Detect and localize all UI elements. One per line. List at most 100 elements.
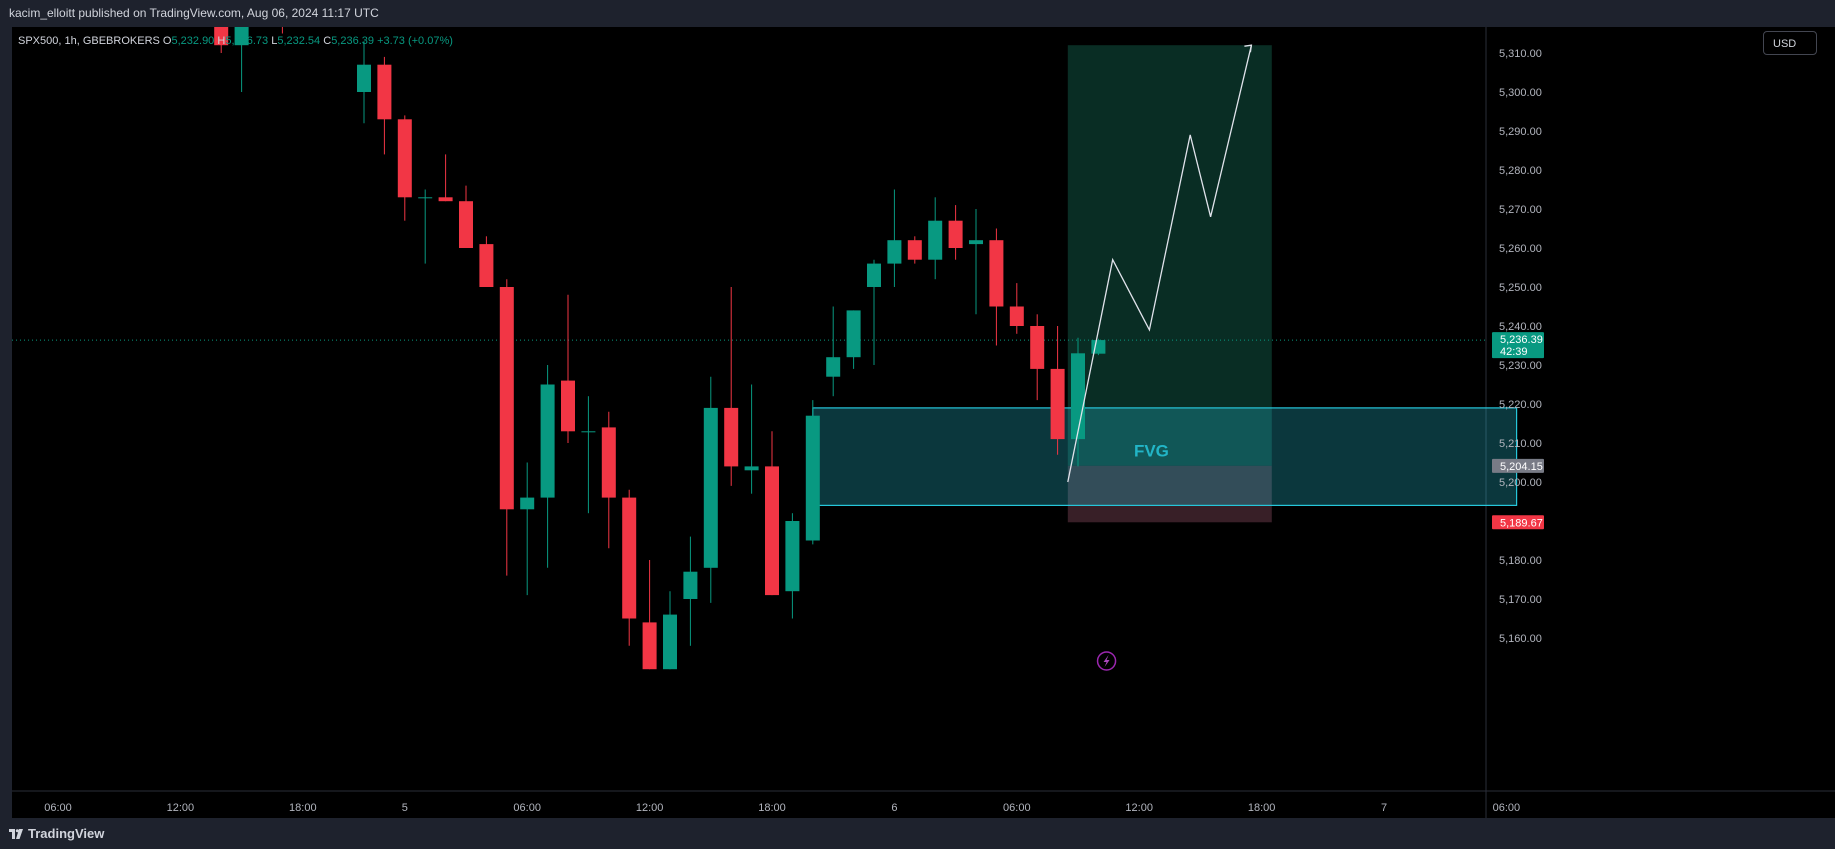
candle-body <box>520 497 535 510</box>
current-price-tag <box>1492 332 1544 359</box>
price-tick-label: 5,210.00 <box>1499 438 1542 450</box>
candle-body <box>540 384 555 498</box>
price-tick-label: 5,290.00 <box>1499 126 1542 138</box>
candle-body <box>234 27 249 46</box>
candle-body <box>744 466 759 471</box>
publish-info: kacim_elloitt published on TradingView.c… <box>9 6 379 20</box>
legend-high-label: H <box>217 35 226 47</box>
candle-body <box>703 407 718 568</box>
price-tick-label: 5,260.00 <box>1499 243 1542 255</box>
current-price-label: 5,236.39 <box>1500 334 1543 346</box>
time-tick-label: 06:00 <box>1003 802 1031 814</box>
candle-body <box>969 240 983 245</box>
candle-body <box>418 197 433 199</box>
candle-body <box>601 427 616 498</box>
candle-body <box>1030 326 1045 369</box>
candle-body <box>499 287 514 510</box>
candle-body <box>459 201 473 248</box>
candle-body <box>1071 353 1085 440</box>
candle-body <box>214 27 229 46</box>
price-tick-label: 5,200.00 <box>1499 477 1542 489</box>
candle-body <box>989 240 1004 307</box>
price-tick-label: 5,180.00 <box>1499 555 1542 567</box>
stop-price-tag <box>1492 515 1544 530</box>
entry-price-label: 5,204.15 <box>1500 461 1543 473</box>
candlestick-chart[interactable]: FVG5,160.005,170.005,180.005,190.005,200… <box>12 27 1835 818</box>
candle-body <box>887 240 902 264</box>
candle-body <box>683 571 698 599</box>
legend-open-value: 5,232.90 <box>171 35 215 47</box>
tradingview-brand[interactable]: TradingView <box>9 826 104 841</box>
footer-bar: TradingView <box>0 818 1835 849</box>
price-tick-label: 5,170.00 <box>1499 594 1542 606</box>
time-tick-label: 12:00 <box>167 802 195 814</box>
candle-body <box>867 263 881 287</box>
candle-body <box>785 521 800 592</box>
time-tick-label: 18:00 <box>758 802 786 814</box>
candle-body <box>397 119 412 198</box>
legend-close-value: 5,236.39 <box>331 35 375 47</box>
time-tick-label: 12:00 <box>1125 802 1153 814</box>
time-tick-label: 5 <box>402 802 408 814</box>
lightning-icon <box>1096 651 1117 671</box>
time-tick-label: 06:00 <box>1493 802 1521 814</box>
legend-symbol: SPX500, 1h, GBEBROKERS <box>18 35 160 47</box>
candle-body <box>907 240 922 260</box>
time-tick-label: 12:00 <box>636 802 664 814</box>
candle-body <box>663 614 677 670</box>
time-tick-label: 18:00 <box>1248 802 1276 814</box>
candle-body <box>826 357 841 377</box>
candle-body <box>479 244 494 287</box>
lightning-bolt <box>1103 655 1110 667</box>
entry-price-tag <box>1492 458 1544 473</box>
price-tick-label: 5,220.00 <box>1499 399 1542 411</box>
candle-body <box>724 407 739 467</box>
candle-body <box>642 622 657 670</box>
position-stop-zone <box>1067 465 1272 523</box>
price-tick-label: 5,280.00 <box>1499 165 1542 177</box>
legend-close-label: C <box>323 35 332 47</box>
time-tick-label: 7 <box>1381 802 1387 814</box>
candle-body <box>561 380 575 432</box>
publish-header: kacim_elloitt published on TradingView.c… <box>0 0 1835 27</box>
candle-body <box>846 310 861 358</box>
candle-body <box>622 497 637 619</box>
candle-body <box>928 220 943 260</box>
price-tick-label: 5,240.00 <box>1499 321 1542 333</box>
legend-low-value: 5,232.54 <box>277 35 321 47</box>
position-target-zone <box>1067 45 1272 466</box>
time-tick-label: 06:00 <box>44 802 72 814</box>
price-tick-label: 5,160.00 <box>1499 633 1542 645</box>
candle-body <box>765 466 779 596</box>
symbol-legend: SPX500, 1h, GBEBROKERS O5,232.90 H5,236.… <box>18 35 453 47</box>
price-tick-label: 5,230.00 <box>1499 360 1542 372</box>
time-tick-label: 06:00 <box>513 802 541 814</box>
candle-body <box>1009 306 1024 326</box>
stop-price-label: 5,189.67 <box>1500 517 1543 529</box>
projection-arrowhead <box>1244 44 1253 53</box>
legend-change: +3.73 (+0.07%) <box>377 35 453 47</box>
tradingview-logo-icon <box>9 828 23 839</box>
legend-open-label: O <box>162 35 172 47</box>
legend-high-value: 5,236.73 <box>225 35 269 47</box>
candle-body <box>805 415 820 541</box>
legend-low-label: L <box>271 35 278 47</box>
price-tick-label: 5,310.00 <box>1499 48 1542 60</box>
price-tick-label: 5,300.00 <box>1499 87 1542 99</box>
time-tick-label: 6 <box>891 802 897 814</box>
chart-area[interactable]: FVG5,160.005,170.005,180.005,190.005,200… <box>12 27 1835 818</box>
projection-path <box>1067 45 1253 483</box>
candle-body <box>581 431 596 433</box>
currency-button[interactable]: USD <box>1763 31 1817 55</box>
time-tick-label: 18:00 <box>289 802 317 814</box>
bar-countdown-label: 42:39 <box>1500 346 1528 358</box>
brand-label: TradingView <box>28 826 105 841</box>
candle-body <box>357 64 371 92</box>
fvg-label: FVG <box>1134 442 1169 461</box>
candle-body <box>948 220 963 248</box>
price-tick-label: 5,270.00 <box>1499 204 1542 216</box>
candle-body <box>1050 368 1065 440</box>
fvg-zone <box>812 407 1518 506</box>
candle-body <box>377 64 392 120</box>
price-tick-label: 5,250.00 <box>1499 282 1542 294</box>
